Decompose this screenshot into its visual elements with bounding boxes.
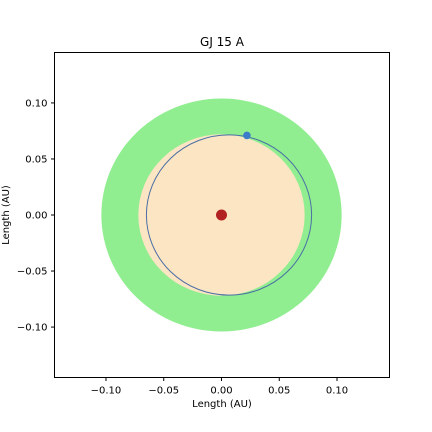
planet-marker [243,131,251,140]
plot-content [101,98,342,332]
y-tick-label: 0.00 [25,211,47,222]
y-ticks: −0.10 −0.05 0.00 0.05 0.10 [17,98,55,334]
x-tick-label: −0.10 [91,386,122,397]
x-tick-label: 0.00 [210,386,232,397]
x-tick-label: 0.10 [326,386,348,397]
y-tick-label: 0.10 [25,98,47,109]
y-tick-label: 0.05 [25,154,47,165]
y-tick-label: −0.05 [17,267,48,278]
planet-orbit [145,134,313,296]
x-axis-label: Length (AU) [192,399,252,410]
x-tick-label: 0.05 [268,386,290,397]
x-ticks: −0.10 −0.05 0.00 0.05 0.10 [91,377,348,397]
chart-title: GJ 15 A [200,35,245,49]
y-axis-label: Length (AU) [1,185,12,245]
y-tick-label: −0.10 [17,323,48,334]
x-tick-label: −0.05 [148,386,179,397]
star-marker [216,209,227,221]
